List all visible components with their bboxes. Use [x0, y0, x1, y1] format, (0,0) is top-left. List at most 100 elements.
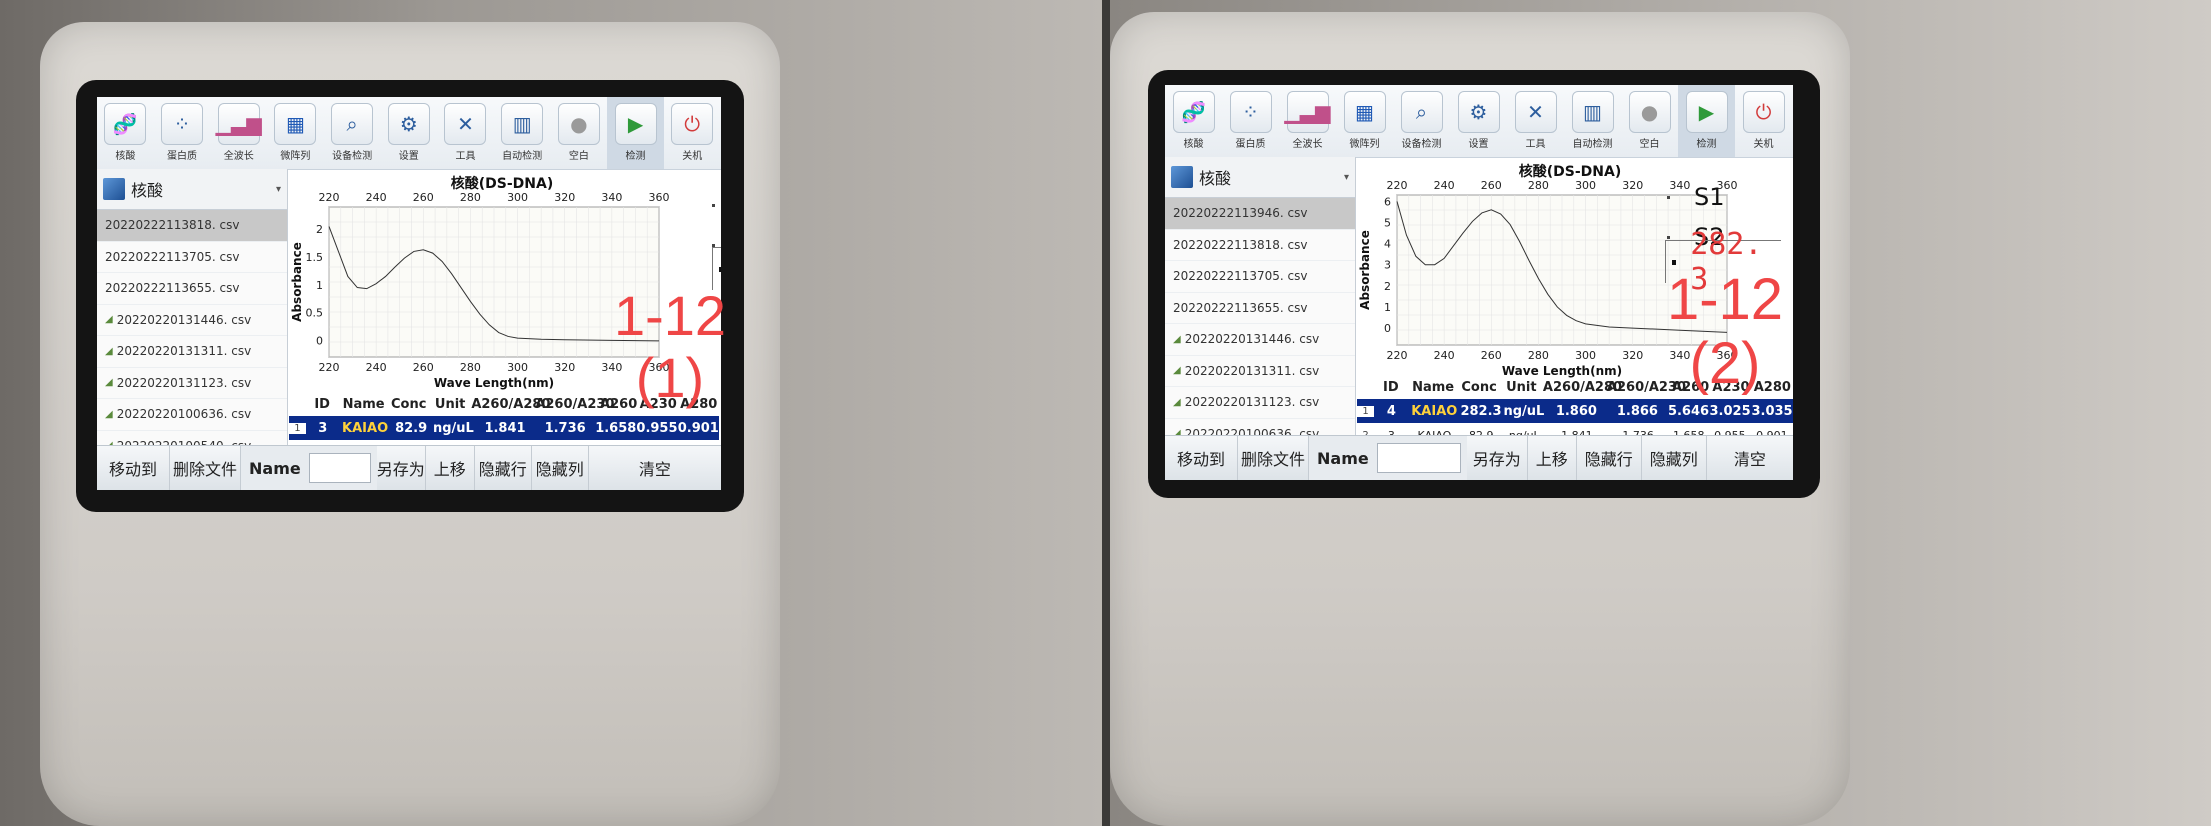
table-cell: 1.841 [484, 420, 526, 436]
tool-play[interactable]: ▶ 检测 [1678, 85, 1735, 157]
name-input[interactable] [1376, 443, 1461, 473]
x-axis-label: Wave Length(nm) [1502, 364, 1622, 378]
tool-dna[interactable]: 🧬 核酸 [1165, 85, 1222, 157]
tool-gear[interactable]: ⚙ 设置 [380, 97, 437, 169]
tool-play[interactable]: ▶ 检测 [607, 97, 664, 169]
x-tick-label-bottom: 360 [649, 361, 670, 374]
category-selector[interactable]: 核酸 ▾ [1165, 157, 1355, 198]
column-header[interactable]: Conc [1461, 379, 1497, 395]
column-header[interactable]: Name [342, 396, 385, 412]
hide-row-button[interactable]: 隐藏行 [1576, 436, 1642, 480]
tool-spectrum[interactable]: ▁▃▆ 全波长 [1279, 85, 1336, 157]
x-tick-label-top: 300 [1575, 179, 1596, 192]
file-list-item[interactable]: ◢ 20220220131123. csv [97, 368, 287, 399]
y-tick-label: 4 [1384, 238, 1391, 251]
move-up-button[interactable]: 上移 [1527, 436, 1577, 480]
column-header[interactable]: Unit [434, 396, 466, 412]
tool-grid[interactable]: ▦ 微阵列 [267, 97, 324, 169]
tool-spectrum[interactable]: ▁▃▆ 全波长 [210, 97, 267, 169]
tool-label: 蛋白质 [167, 151, 198, 162]
file-list-item[interactable]: ◢ 20220220131446. csv [1165, 324, 1355, 356]
tool-protein[interactable]: ⁘ 蛋白质 [154, 97, 211, 169]
column-header[interactable]: Conc [390, 396, 427, 412]
column-header[interactable]: A260 [600, 396, 638, 412]
tool-tools[interactable]: ✕ 工具 [437, 97, 494, 169]
note-line-2: (2) [1689, 330, 1761, 396]
tool-tubes[interactable]: ▥ 自动检测 [1564, 85, 1621, 157]
tool-blank[interactable]: ● 空白 [1621, 85, 1678, 157]
file-list-item[interactable]: ◢ 20220220131311. csv [1165, 356, 1355, 387]
clear-button[interactable]: 清空 [588, 446, 721, 490]
file-list-item[interactable]: ◢ 20220220131311. csv [97, 336, 287, 368]
grid-icon: ▦ [274, 103, 317, 145]
file-list-item[interactable]: 20220222113946. csv [1165, 198, 1355, 230]
column-header[interactable]: A280 [680, 396, 718, 412]
tool-gear[interactable]: ⚙ 设置 [1450, 85, 1507, 157]
column-header[interactable]: A260/A230 [535, 396, 615, 412]
tool-grid[interactable]: ▦ 微阵列 [1336, 85, 1393, 157]
tool-power[interactable]: ⏻ 关机 [664, 97, 721, 169]
tool-protein[interactable]: ⁘ 蛋白质 [1222, 85, 1279, 157]
grid-icon: ▦ [1343, 91, 1386, 133]
column-header[interactable]: A260 [1672, 379, 1710, 395]
tool-power[interactable]: ⏻ 关机 [1735, 85, 1792, 157]
legend: S1 S2 [1667, 177, 1725, 257]
column-header[interactable]: A280 [1753, 379, 1791, 395]
file-list-item[interactable]: 20220222113655. csv [97, 273, 287, 305]
hide-column-button[interactable]: 隐藏列 [531, 446, 589, 490]
delete-file-button[interactable]: 删除文件 [1238, 436, 1309, 480]
save-as-button[interactable]: 另存为 [376, 446, 426, 490]
move-to-button[interactable]: 移动到 [1165, 436, 1238, 480]
table-cell: 1.866 [1616, 403, 1658, 419]
file-list-item[interactable]: ◢ 20220220131123. csv [1165, 387, 1355, 419]
column-header[interactable]: ID [1382, 379, 1399, 395]
file-list-item[interactable]: 20220222113705. csv [97, 242, 287, 273]
chart-title: 核酸(DS-DNA) [450, 176, 554, 192]
file-list-item[interactable]: ◢ 20220220100636. csv [97, 399, 287, 431]
move-to-button[interactable]: 移动到 [97, 446, 170, 490]
hide-column-button[interactable]: 隐藏列 [1641, 436, 1707, 480]
name-input[interactable] [308, 453, 371, 483]
tool-blank[interactable]: ● 空白 [551, 97, 608, 169]
absorbance-chart: 2202202402402602602802803003003203203403… [1358, 179, 1738, 378]
right-photo: 🧬 核酸 ⁘ 蛋白质 ▁▃▆ 全波长 ▦ 微阵列 ⌕ 设备检测 ⚙ 设置 ✕ 工具 ▥ 自动检测 ● 空白 ▶ 检测 ⏻… [1110, 0, 2211, 826]
file-list-item[interactable]: ◢ 20220220131446. csv [97, 305, 287, 336]
move-up-button[interactable]: 上移 [425, 446, 475, 490]
power-icon: ⏻ [1742, 91, 1785, 133]
clear-button[interactable]: 清空 [1706, 436, 1793, 480]
tool-dna[interactable]: 🧬 核酸 [97, 97, 154, 169]
file-list-item[interactable]: 20220222113818. csv [97, 210, 287, 242]
column-header[interactable]: A230 [639, 396, 677, 412]
tool-label: 蛋白质 [1235, 139, 1266, 150]
column-header[interactable]: A260/A230 [1606, 379, 1687, 395]
hide-row-button[interactable]: 隐藏行 [474, 446, 532, 490]
save-as-button[interactable]: 另存为 [1466, 436, 1528, 480]
file-list-item[interactable]: 20220222113705. csv [1165, 261, 1355, 293]
category-selector[interactable]: 核酸 ▾ [97, 169, 287, 210]
chevron-down-icon: ▾ [275, 183, 281, 195]
tool-search[interactable]: ⌕ 设备检测 [324, 97, 381, 169]
column-header[interactable]: Unit [1506, 379, 1537, 395]
tool-tubes[interactable]: ▥ 自动检测 [494, 97, 551, 169]
x-tick-label-bottom: 360 [1717, 349, 1738, 362]
file-list-item[interactable]: 20220222113655. csv [1165, 293, 1355, 324]
x-tick-label-top: 360 [1717, 179, 1738, 192]
table-row[interactable]: 1 4 KAIAO 282.3 ng/uL 1.860 1.866 5.646 3.025 3.0… [1357, 399, 1793, 423]
table-row[interactable]: 1 3 KAIAO 82.9 ng/uL 1.841 1.736 1.658 0.955 0.90… [289, 416, 719, 440]
absorbance-series-line [328, 226, 660, 342]
dna-icon: 🧬 [104, 103, 147, 145]
tool-label: 微阵列 [280, 151, 311, 162]
x-tick-label-bottom: 340 [601, 361, 622, 374]
tool-tools[interactable]: ✕ 工具 [1507, 85, 1564, 157]
column-header[interactable]: A230 [1712, 379, 1750, 395]
y-axis-label: Absorbance [1358, 230, 1372, 310]
tool-search[interactable]: ⌕ 设备检测 [1393, 85, 1450, 157]
tool-label: 关机 [1753, 139, 1774, 150]
file-list-item[interactable]: 20220222113818. csv [1165, 230, 1355, 261]
column-header[interactable]: Name [1412, 379, 1455, 395]
column-header[interactable]: A260/A280 [1542, 379, 1623, 395]
column-header[interactable]: ID [314, 396, 330, 412]
x-tick-label-top: 220 [1387, 179, 1408, 192]
column-header[interactable]: A260/A280 [471, 396, 551, 412]
delete-file-button[interactable]: 删除文件 [170, 446, 241, 490]
